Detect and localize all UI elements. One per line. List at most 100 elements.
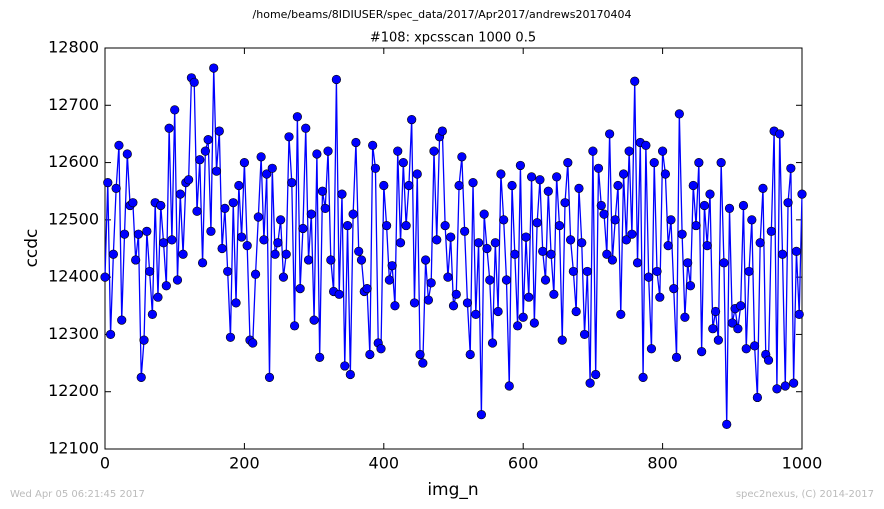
data-point <box>563 157 573 168</box>
data-point <box>644 272 654 282</box>
data-point <box>292 112 302 122</box>
data-point <box>797 189 807 199</box>
data-point <box>554 220 565 231</box>
data-point <box>518 312 528 322</box>
data-point <box>568 266 578 277</box>
data-point <box>200 146 210 156</box>
data-point <box>585 378 595 388</box>
data-point <box>206 226 216 236</box>
data-point <box>426 278 436 288</box>
data-point <box>398 157 408 168</box>
data-point <box>710 306 721 317</box>
data-point <box>752 392 762 403</box>
data-point <box>209 63 219 73</box>
data-point <box>688 180 698 191</box>
suptitle: /home/beams/8IDIUSER/spec_data/2017/Apr2… <box>253 8 632 21</box>
data-point <box>278 272 289 282</box>
data-point <box>161 281 171 291</box>
data-point <box>535 175 545 185</box>
data-point <box>641 140 651 150</box>
data-point <box>167 235 177 245</box>
data-point <box>722 419 732 429</box>
data-point <box>526 172 537 182</box>
plot-frame <box>104 47 803 450</box>
data-point <box>789 378 799 388</box>
data-point <box>446 232 456 242</box>
data-point <box>493 306 503 317</box>
data-point <box>574 183 584 193</box>
data-point <box>259 235 269 245</box>
data-point <box>683 258 693 268</box>
data-point <box>421 255 431 265</box>
data-point <box>465 349 475 360</box>
data-point <box>786 163 796 173</box>
data-point <box>298 223 308 234</box>
data-point <box>111 183 121 193</box>
data-point <box>738 200 749 211</box>
data-point <box>281 249 291 259</box>
data-point <box>356 255 367 265</box>
data-point <box>242 241 252 251</box>
y-tick-label: 12700 <box>48 95 99 114</box>
data-point <box>264 372 275 382</box>
data-point <box>582 266 592 277</box>
data-point <box>365 349 375 360</box>
data-point <box>139 335 149 345</box>
data-point <box>303 255 314 265</box>
data-point <box>669 284 679 294</box>
data-point <box>415 349 425 360</box>
data-point <box>393 146 403 156</box>
data-point <box>515 160 526 171</box>
data-point <box>100 272 110 282</box>
data-point <box>780 381 790 391</box>
data-point <box>192 206 202 216</box>
data-point <box>588 146 598 156</box>
data-point <box>736 301 746 311</box>
y-axis-label: ccdc <box>22 229 42 268</box>
data-point <box>671 352 682 362</box>
data-point <box>613 180 623 191</box>
data-point <box>217 243 227 254</box>
data-point <box>680 312 690 322</box>
data-point <box>270 249 280 259</box>
data-point <box>223 266 233 277</box>
data-point <box>105 329 116 340</box>
data-point <box>331 74 342 85</box>
data-point <box>501 275 512 285</box>
data-point <box>248 338 258 348</box>
data-point <box>616 309 626 319</box>
data-point <box>697 347 707 357</box>
data-point <box>691 220 701 231</box>
data-point <box>337 189 347 199</box>
data-point <box>429 146 439 156</box>
data-point <box>529 318 539 328</box>
data-point <box>741 344 751 354</box>
data-point <box>552 172 562 182</box>
data-point <box>237 232 247 242</box>
data-point <box>128 198 138 208</box>
data-point <box>345 369 355 380</box>
data-point <box>273 238 283 248</box>
data-point <box>315 352 325 362</box>
footer-left: Wed Apr 05 06:21:45 2017 <box>10 489 145 500</box>
data-point <box>119 229 130 239</box>
data-point <box>674 109 684 119</box>
data-point <box>499 215 509 225</box>
data-point <box>323 146 333 156</box>
data-point <box>646 344 657 354</box>
data-point <box>593 163 604 173</box>
data-point <box>317 186 328 196</box>
data-point <box>596 200 606 211</box>
data-point <box>189 77 199 87</box>
data-point <box>560 198 570 208</box>
data-point <box>763 355 774 365</box>
data-point <box>225 332 236 342</box>
data-point <box>114 140 124 150</box>
data-point <box>747 215 757 225</box>
data-point <box>306 209 316 219</box>
data-point <box>136 372 146 382</box>
data-point <box>532 218 542 228</box>
data-point <box>496 169 506 179</box>
data-point <box>579 329 590 340</box>
